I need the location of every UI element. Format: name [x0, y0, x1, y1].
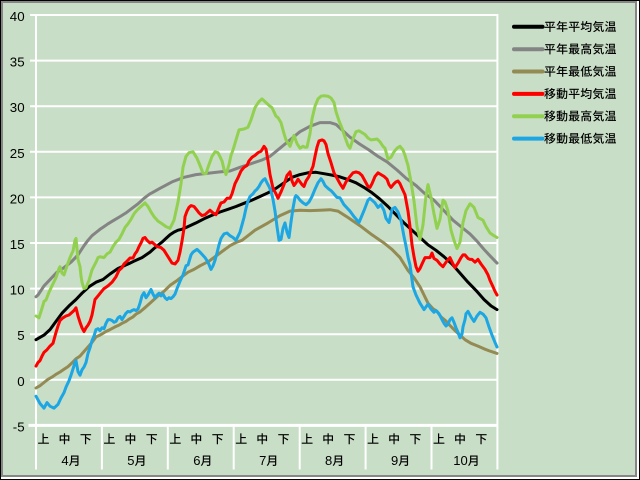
svg-text:5: 5	[17, 328, 24, 343]
svg-text:0: 0	[17, 374, 24, 389]
svg-text:25: 25	[10, 146, 25, 161]
svg-text:6: 6	[193, 453, 200, 468]
svg-text:40: 40	[10, 9, 25, 24]
svg-text:4: 4	[61, 453, 68, 468]
svg-text:8: 8	[325, 453, 332, 468]
svg-text:5: 5	[127, 453, 134, 468]
svg-text:20: 20	[10, 191, 25, 206]
svg-text:-5: -5	[13, 419, 25, 434]
svg-text:9: 9	[391, 453, 398, 468]
svg-text:30: 30	[10, 100, 25, 115]
svg-text:15: 15	[10, 237, 25, 252]
svg-text:10: 10	[10, 283, 25, 298]
svg-text:35: 35	[10, 55, 25, 70]
svg-text:7: 7	[259, 453, 266, 468]
svg-text:10: 10	[453, 453, 467, 468]
